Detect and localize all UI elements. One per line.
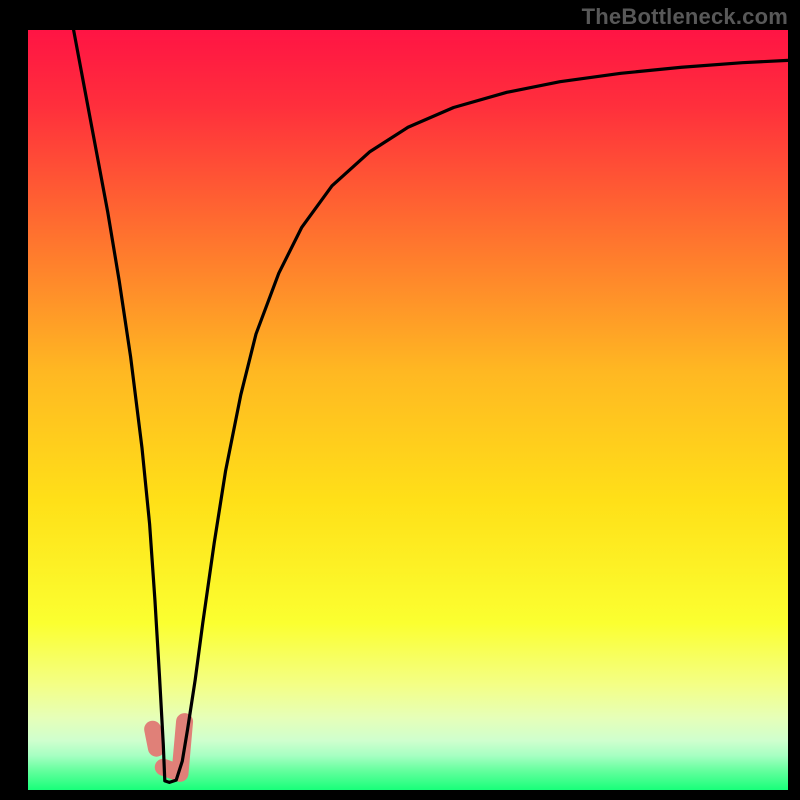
gradient-background <box>28 30 788 790</box>
plot-area <box>28 30 788 790</box>
chart-frame: TheBottleneck.com <box>0 0 800 800</box>
watermark-text: TheBottleneck.com <box>582 4 788 30</box>
bottleneck-chart <box>28 30 788 790</box>
